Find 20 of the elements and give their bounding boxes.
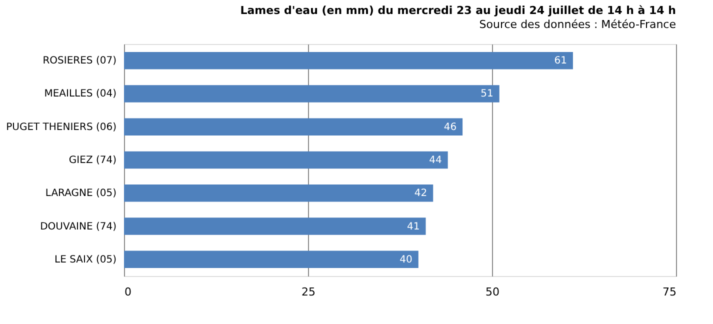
- data-label: 41: [407, 221, 420, 232]
- y-tick-label: GIEZ (74): [68, 155, 117, 166]
- data-label: 44: [429, 155, 442, 166]
- data-label: 42: [414, 188, 428, 200]
- y-tick-label: DOUVAINE (74): [40, 221, 117, 232]
- y-tick-label: LARAGNE (05): [45, 188, 117, 200]
- x-tick-label: 25: [302, 286, 316, 298]
- x-tick-label: 50: [486, 286, 500, 298]
- x-tick-label: 0: [124, 286, 132, 298]
- y-tick-label: PUGET THENIERS (06): [6, 122, 117, 133]
- y-tick-label: LE SAIX (05): [54, 254, 117, 266]
- data-label: 40: [400, 254, 412, 266]
- data-label: 46: [444, 122, 457, 133]
- y-tick-label: ROSIERES (07): [42, 56, 117, 67]
- chart-title: Lames d'eau (en mm) du mercredi 23 au jeudi 24 juillet de 14 h à 14 h: [240, 4, 676, 17]
- data-label: 61: [554, 56, 567, 67]
- y-tick-label: MEAILLES (04): [44, 88, 117, 100]
- source-note: Source des données : Météo-France: [479, 18, 676, 31]
- data-label: 51: [480, 88, 494, 100]
- x-tick-label: 75: [662, 286, 676, 298]
